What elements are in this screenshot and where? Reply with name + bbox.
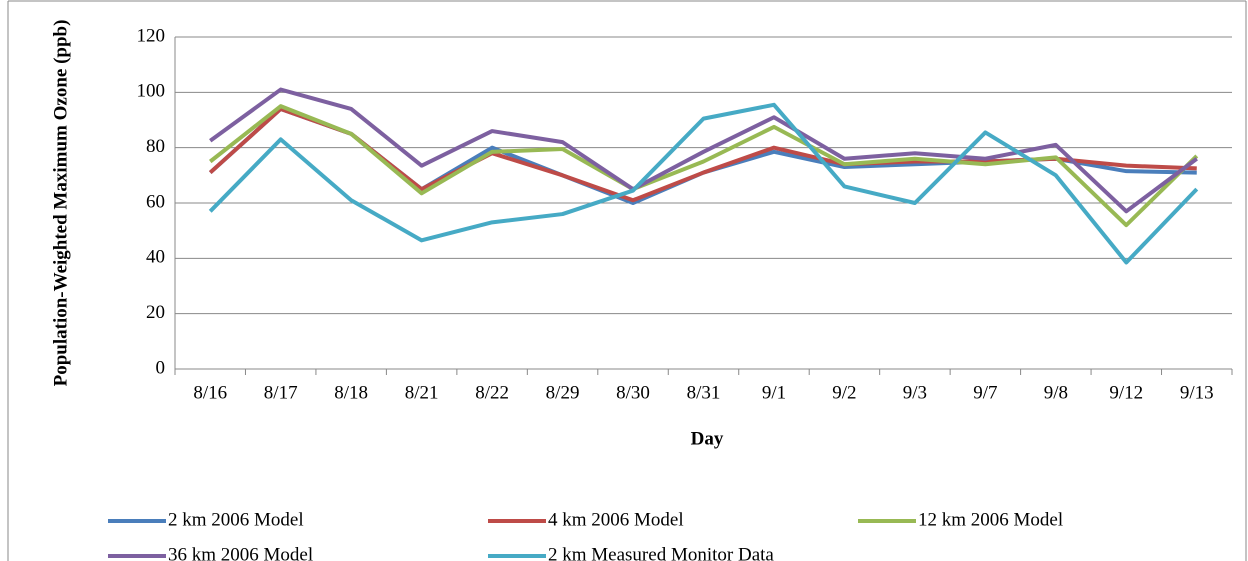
y-tick-label: 100 (137, 81, 166, 102)
legend-label: 12 km 2006 Model (918, 509, 1063, 530)
series-line (208, 106, 1197, 205)
legend-label: 4 km 2006 Model (548, 509, 684, 530)
x-tick-label: 9/7 (973, 382, 997, 403)
y-tick-label: 40 (146, 247, 165, 268)
x-axis-title: Day (691, 428, 724, 449)
x-tick-label: 9/12 (1109, 382, 1143, 403)
series-line (208, 102, 1199, 265)
series-line (208, 106, 1197, 203)
y-tick-label: 20 (146, 302, 165, 323)
x-tick-label: 9/8 (1044, 382, 1068, 403)
x-tick-label: 8/21 (405, 382, 439, 403)
x-tick-label: 9/13 (1180, 382, 1214, 403)
legend-label: 2 km 2006 Model (168, 509, 304, 530)
x-tick-label: 9/2 (832, 382, 856, 403)
y-tick-label: 60 (146, 191, 165, 212)
y-tick-label: 0 (156, 357, 166, 378)
x-tick-label: 9/3 (903, 382, 927, 403)
x-tick-label: 8/16 (193, 382, 227, 403)
x-tick-label: 8/30 (616, 382, 650, 403)
x-tick-label: 8/29 (546, 382, 580, 403)
x-tick-label: 8/22 (475, 382, 509, 403)
legend-label: 2 km Measured Monitor Data (548, 544, 774, 561)
x-tick-label: 8/18 (334, 382, 368, 403)
y-tick-label: 120 (137, 25, 166, 46)
y-axis-title: Population-Weighted Maximum Ozone (ppb) (50, 20, 71, 387)
x-tick-label: 8/17 (264, 382, 298, 403)
y-tick-label: 80 (146, 136, 165, 157)
x-tick-label: 8/31 (687, 382, 721, 403)
series-line (209, 87, 1198, 214)
x-tick-label: 9/1 (762, 382, 786, 403)
series-line (208, 104, 1199, 228)
legend-label: 36 km 2006 Model (168, 544, 313, 561)
